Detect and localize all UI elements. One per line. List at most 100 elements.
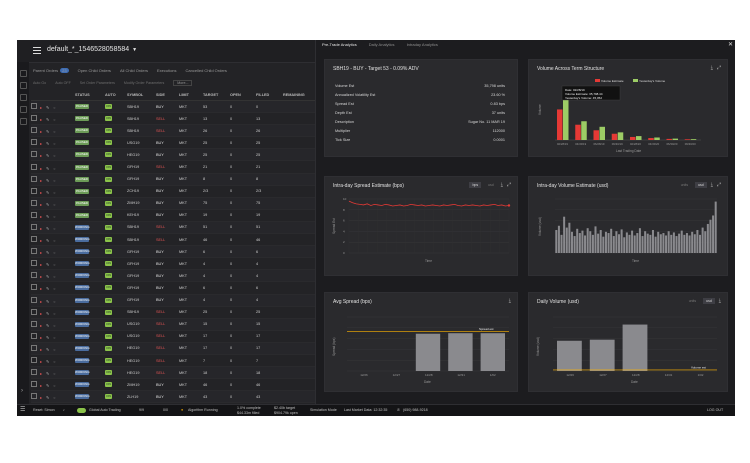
row-info-icon[interactable]: ○ xyxy=(53,178,56,183)
auto-badge[interactable]: ON xyxy=(105,200,112,206)
status-badge[interactable]: WORKING xyxy=(75,273,90,279)
col-auto[interactable]: AUTO xyxy=(105,93,116,97)
row-checkbox[interactable] xyxy=(31,369,37,376)
row-edit-icon[interactable]: ✎ xyxy=(46,142,50,147)
row-info-icon[interactable]: ○ xyxy=(53,396,56,401)
filter-icon[interactable] xyxy=(20,70,27,77)
fullscreen-icon[interactable]: ⤢ xyxy=(506,182,511,188)
status-badge[interactable]: PAUSED xyxy=(75,176,89,182)
auto-badge[interactable]: ON xyxy=(105,249,112,255)
row-checkbox[interactable] xyxy=(31,127,37,134)
table-row[interactable]: ▸ ✎ ○ WORKING ON GFH19 BUY MKT 4 0 4 xyxy=(31,294,315,307)
row-checkbox[interactable] xyxy=(31,175,37,182)
auto-badge[interactable]: ON xyxy=(105,164,112,170)
status-badge[interactable]: WORKING xyxy=(75,309,90,315)
row-checkbox[interactable] xyxy=(31,211,37,218)
row-edit-icon[interactable]: ✎ xyxy=(46,311,50,316)
row-checkbox[interactable] xyxy=(31,223,37,230)
row-checkbox[interactable] xyxy=(31,248,37,255)
row-edit-icon[interactable]: ✎ xyxy=(46,106,50,111)
row-edit-icon[interactable]: ✎ xyxy=(46,166,50,171)
status-badge[interactable]: PAUSED xyxy=(75,104,89,110)
row-edit-icon[interactable]: ✎ xyxy=(46,154,50,159)
row-info-icon[interactable]: ○ xyxy=(53,299,56,304)
row-checkbox[interactable] xyxy=(31,332,37,339)
status-badge[interactable]: WORKING xyxy=(75,370,90,376)
more-button[interactable]: More... xyxy=(173,80,193,86)
download-icon[interactable]: ⤓ xyxy=(508,298,511,304)
download-icon[interactable]: ⤓ xyxy=(500,182,503,188)
row-info-icon[interactable]: ○ xyxy=(53,335,56,340)
usd-toggle[interactable]: usd xyxy=(703,298,715,304)
table-row[interactable]: ▸ ✎ ○ WORKING ON GFH19 BUY MKT 6 0 6 xyxy=(31,246,315,259)
bell-icon[interactable]: ♪ xyxy=(63,408,65,412)
row-menu-icon[interactable]: ▸ xyxy=(40,202,42,207)
status-badge[interactable]: WORKING xyxy=(75,249,90,255)
row-info-icon[interactable]: ○ xyxy=(53,323,56,328)
status-badge[interactable]: PAUSED xyxy=(75,164,89,170)
row-menu-icon[interactable]: ▸ xyxy=(40,311,42,316)
row-menu-icon[interactable]: ▸ xyxy=(40,178,42,183)
row-checkbox[interactable] xyxy=(31,163,37,170)
row-edit-icon[interactable]: ✎ xyxy=(46,372,50,377)
status-badge[interactable]: WORKING xyxy=(75,333,90,339)
table-row[interactable]: ▸ ✎ ○ WORKING ON SBH19 SELL MKT 51 0 51 xyxy=(31,221,315,235)
row-edit-icon[interactable]: ✎ xyxy=(46,130,50,135)
row-info-icon[interactable]: ○ xyxy=(53,202,56,207)
download-icon[interactable]: ⤓ xyxy=(710,182,713,188)
row-checkbox[interactable] xyxy=(31,320,37,327)
auto-badge[interactable]: ON xyxy=(105,285,112,291)
menu-icon[interactable]: ☰ xyxy=(20,407,26,413)
row-checkbox[interactable] xyxy=(31,344,37,351)
row-info-icon[interactable]: ○ xyxy=(53,130,56,135)
row-info-icon[interactable]: ○ xyxy=(53,384,56,389)
row-checkbox[interactable] xyxy=(31,308,37,315)
row-checkbox[interactable] xyxy=(31,103,37,110)
auto-badge[interactable]: ON xyxy=(105,370,112,376)
row-edit-icon[interactable]: ✎ xyxy=(46,190,50,195)
tab-executions[interactable]: Executions xyxy=(156,67,177,73)
row-menu-icon[interactable]: ▸ xyxy=(40,263,42,268)
auto-badge[interactable]: ON xyxy=(105,345,112,351)
row-edit-icon[interactable]: ✎ xyxy=(46,347,50,352)
row-menu-icon[interactable]: ▸ xyxy=(40,154,42,159)
row-checkbox[interactable] xyxy=(31,381,37,388)
row-checkbox[interactable] xyxy=(31,139,37,146)
fullscreen-icon[interactable]: ⤢ xyxy=(716,65,721,71)
row-edit-icon[interactable]: ✎ xyxy=(46,287,50,292)
row-checkbox[interactable] xyxy=(31,296,37,303)
auto-badge[interactable]: ON xyxy=(105,104,112,110)
auto-badge[interactable]: ON xyxy=(105,261,112,267)
row-info-icon[interactable]: ○ xyxy=(53,311,56,316)
status-badge[interactable]: WORKING xyxy=(75,382,90,388)
refresh-icon[interactable] xyxy=(20,118,27,125)
row-info-icon[interactable]: ○ xyxy=(53,372,56,377)
status-badge[interactable]: PAUSED xyxy=(75,212,89,218)
row-info-icon[interactable]: ○ xyxy=(53,166,56,171)
row-edit-icon[interactable]: ✎ xyxy=(46,275,50,280)
row-edit-icon[interactable]: ✎ xyxy=(46,118,50,123)
row-info-icon[interactable]: ○ xyxy=(53,263,56,268)
col-status[interactable]: STATUS xyxy=(75,93,90,97)
auto-off-button[interactable]: Auto OFF xyxy=(55,81,71,85)
col-open[interactable]: OPEN xyxy=(230,93,241,97)
table-row[interactable]: ▸ ✎ ○ PAUSED ON ZMH19 BUY MKT 75 0 75 xyxy=(31,197,315,210)
workspace-selector[interactable]: default_*_1546528058584 ▼ xyxy=(47,46,138,53)
status-badge[interactable]: WORKING xyxy=(75,358,90,364)
row-edit-icon[interactable]: ✎ xyxy=(46,251,50,256)
row-edit-icon[interactable]: ✎ xyxy=(46,263,50,268)
status-badge[interactable]: WORKING xyxy=(75,345,90,351)
row-checkbox[interactable] xyxy=(31,115,37,122)
table-row[interactable]: ▸ ✎ ○ WORKING ON GFH19 BUY MKT 4 0 4 xyxy=(31,258,315,271)
status-badge[interactable]: WORKING xyxy=(75,297,90,303)
row-info-icon[interactable]: ○ xyxy=(53,226,56,231)
row-menu-icon[interactable]: ▸ xyxy=(40,251,42,256)
row-info-icon[interactable]: ○ xyxy=(53,214,56,219)
row-info-icon[interactable]: ○ xyxy=(53,360,56,365)
tab-parent-orders[interactable]: Parent Orders 23 xyxy=(33,67,69,73)
auto-badge[interactable]: ON xyxy=(105,212,112,218)
set-order-parameters-button[interactable]: Set Order Parameters xyxy=(79,81,115,85)
auto-badge[interactable]: ON xyxy=(105,152,112,158)
menu-icon[interactable] xyxy=(33,47,41,54)
status-badge[interactable]: WORKING xyxy=(75,394,90,400)
